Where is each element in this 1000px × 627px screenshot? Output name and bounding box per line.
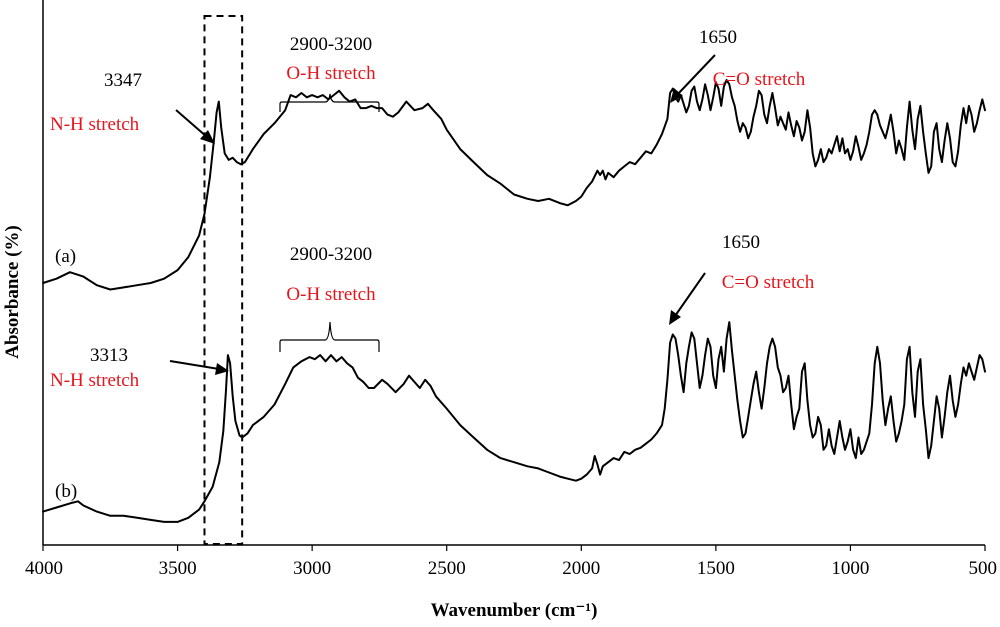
annotation-b-nh-label: N-H stretch — [50, 370, 140, 391]
annotation-b-co-value: 1650 — [722, 232, 760, 253]
y-axis-title: Absorbance (%) — [2, 225, 23, 359]
x-tick-label: 2000 — [562, 558, 600, 579]
x-tick-label: 3000 — [293, 558, 331, 579]
annotation-a-oh-label: O-H stretch — [286, 63, 376, 84]
annotation-b-co-arrow — [674, 272, 706, 317]
annotation-a-nh-value: 3347 — [104, 70, 142, 91]
x-axis-title: Wavenumber (cm⁻¹) — [431, 600, 598, 621]
x-tick-label: 500 — [969, 558, 998, 579]
annotation-a-nh-arrowhead — [200, 130, 215, 144]
x-tick-label: 4000 — [25, 558, 63, 579]
annotation-b-oh-brace — [279, 321, 380, 352]
x-axis-ticks: 4000 3500 3000 2500 2000 1500 1000 500 — [25, 545, 997, 579]
annotation-b-nh-arrowhead — [215, 363, 229, 375]
x-tick-label: 1000 — [831, 558, 869, 579]
annotation-b-co-label: C=O stretch — [722, 272, 815, 293]
annotation-a-nh-arrow — [175, 109, 208, 138]
series-line-a — [42, 79, 986, 291]
annotation-b-nh-value: 3313 — [90, 345, 128, 366]
annotation-a-co-arrowhead — [670, 88, 683, 103]
annotation-a-nh-label: N-H stretch — [50, 114, 140, 135]
series-line-b — [42, 321, 986, 523]
annotation-a-co-label: C=O stretch — [713, 69, 806, 90]
annotation-a-oh-range: 2900-3200 — [290, 34, 372, 55]
annotation-a-co-value: 1650 — [699, 27, 737, 48]
x-tick-label: 2500 — [428, 558, 466, 579]
annotation-a-oh-brace — [279, 93, 380, 112]
highlight-region-box — [203, 15, 244, 545]
annotation-b-nh-arrow — [169, 360, 220, 370]
annotation-b-co-arrowhead — [669, 310, 681, 325]
x-tick-label: 1500 — [697, 558, 735, 579]
x-tick-label: 3500 — [159, 558, 197, 579]
series-label-b: (b) — [55, 481, 77, 502]
annotation-b-oh-label: O-H stretch — [286, 284, 376, 305]
series-label-a: (a) — [55, 246, 76, 267]
annotation-a-co-arrow — [676, 54, 716, 96]
annotation-b-oh-range: 2900-3200 — [290, 244, 372, 265]
